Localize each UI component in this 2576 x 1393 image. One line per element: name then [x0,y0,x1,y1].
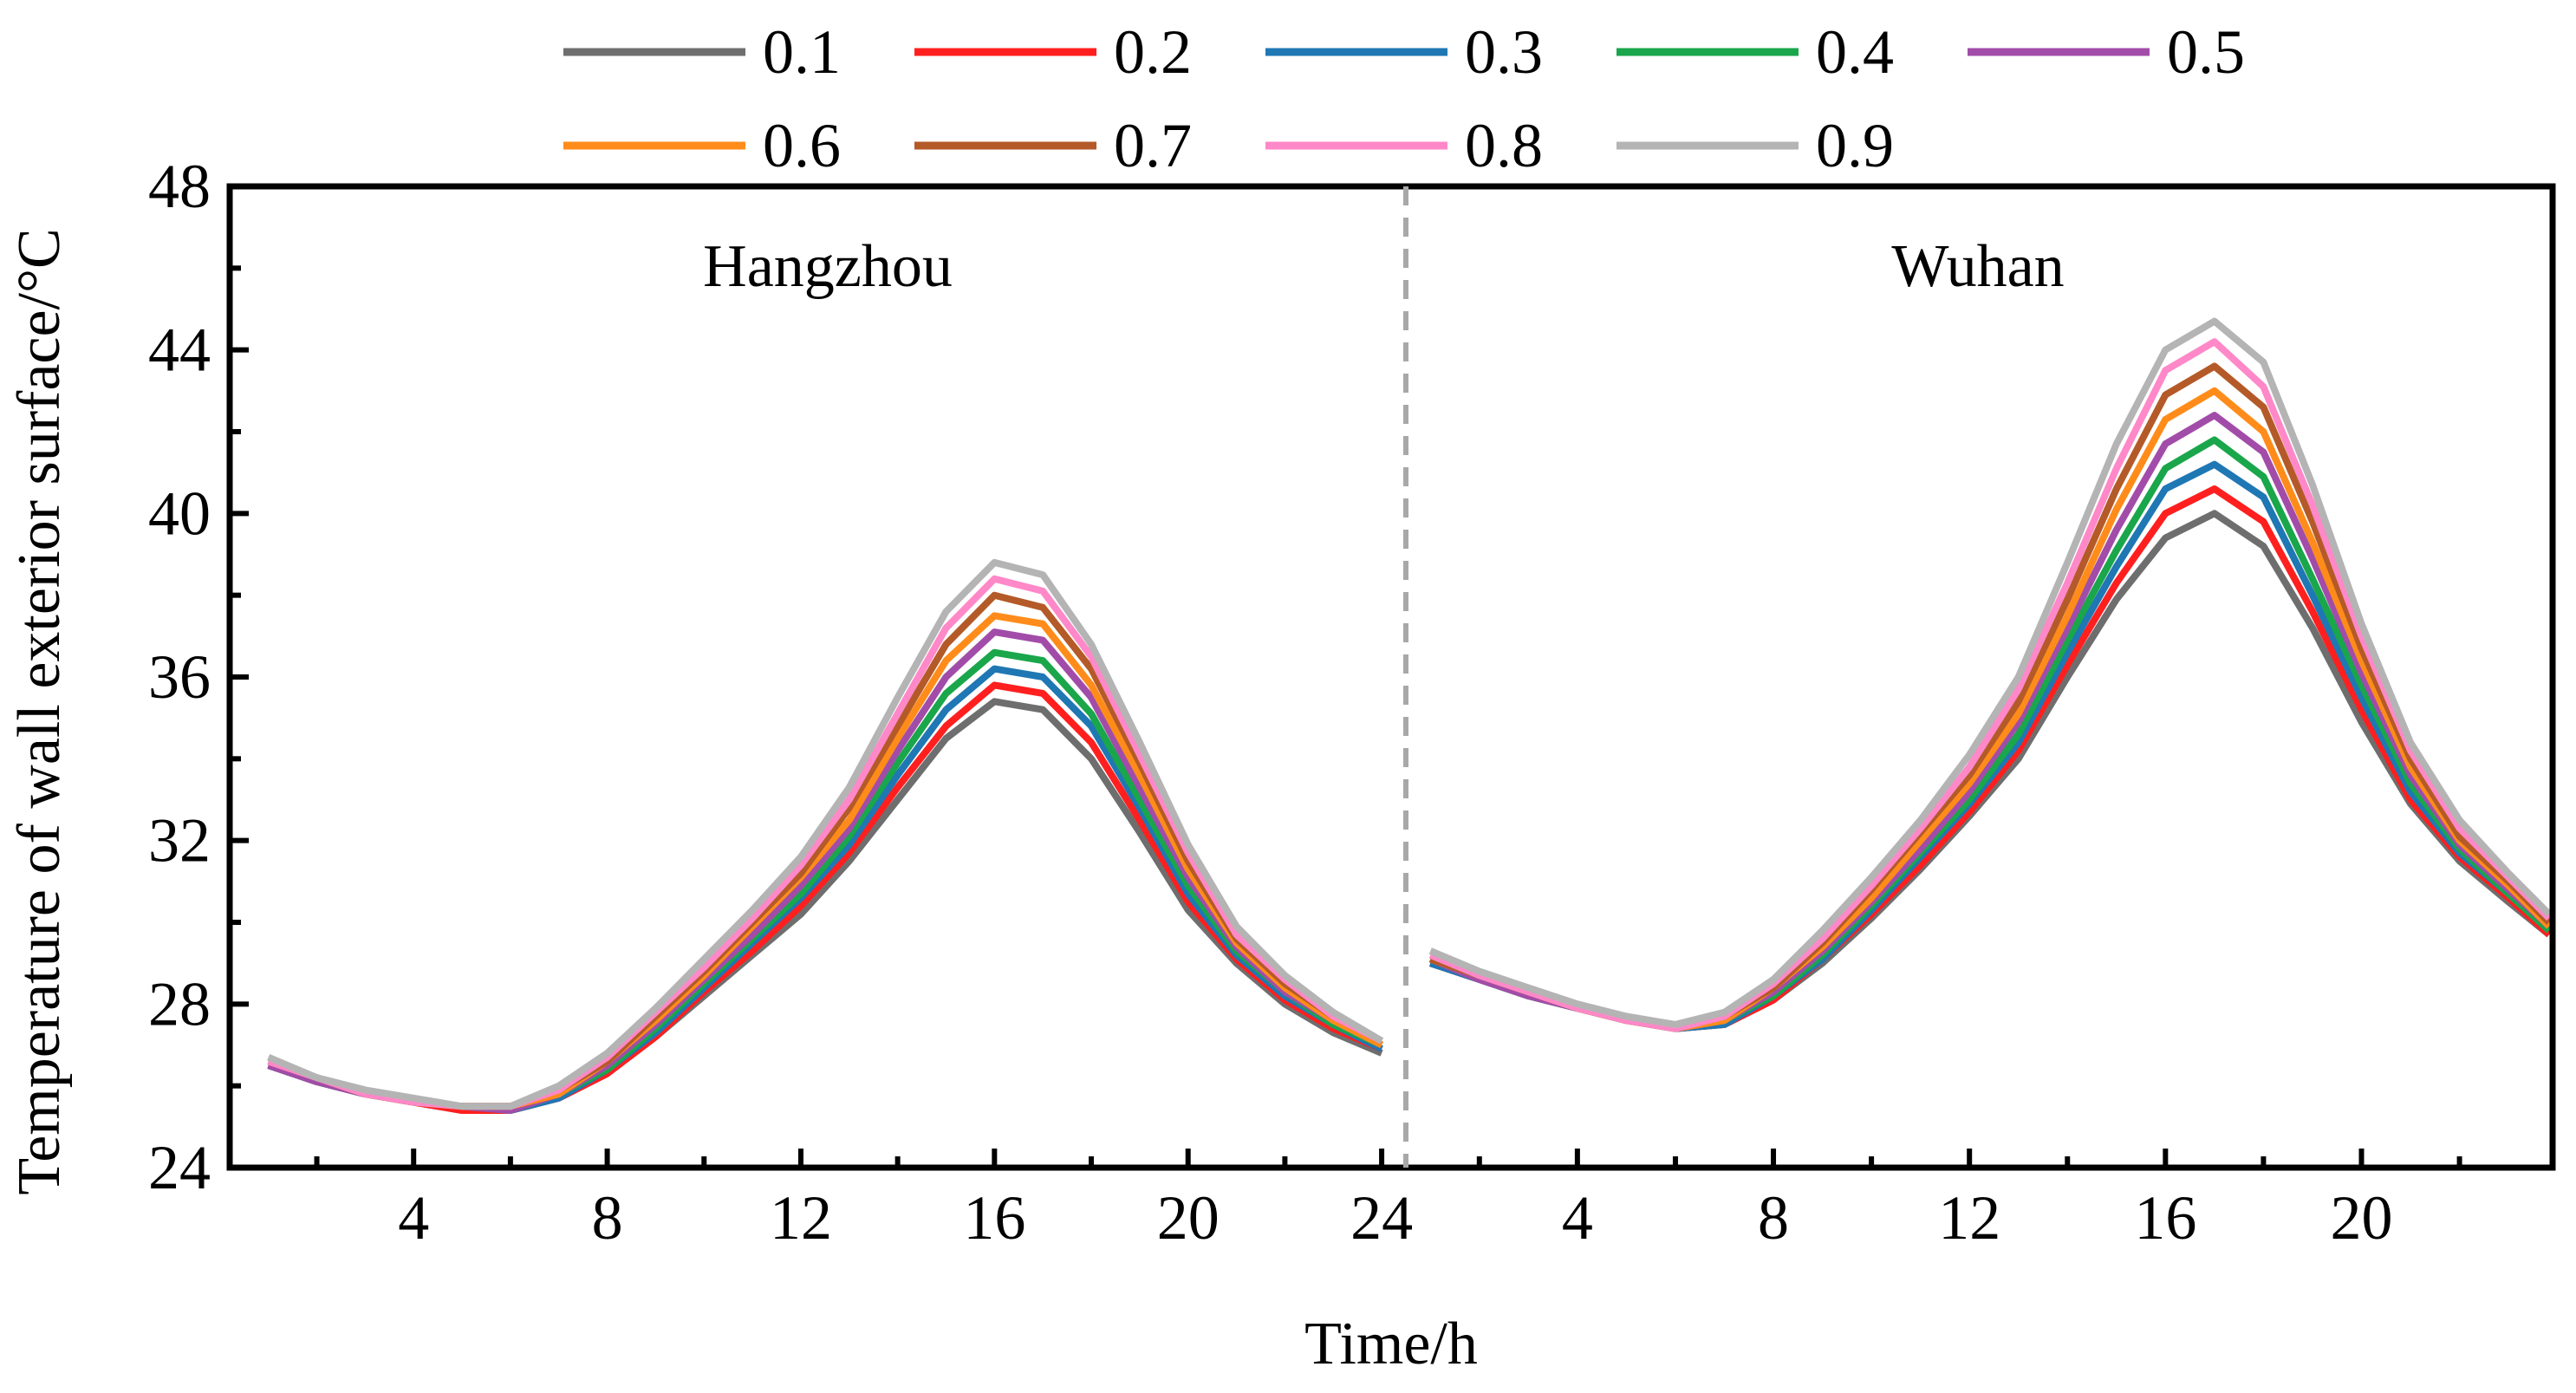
legend-label: 0.2 [1114,17,1192,87]
legend-item-0.2: 0.2 [914,17,1192,87]
y-tick-label: 36 [148,642,211,712]
x-tick-label: 20 [1157,1183,1220,1253]
legend-item-0.5: 0.5 [1968,17,2245,87]
x-tick-label: 8 [592,1183,623,1253]
y-axis-label: Temperature of wall exterior surface/°C [6,228,73,1194]
series-line-0.9 [1428,317,2552,1028]
panel-wuhan [1428,317,2552,1032]
x-tick-label: 20 [2331,1183,2393,1253]
y-tick-label: 48 [148,152,211,221]
x-tick-label: 12 [770,1183,832,1253]
x-tick-label: 16 [963,1183,1025,1253]
legend-item-0.4: 0.4 [1617,17,1894,87]
panel-title-hangzhou: Hangzhou [703,233,953,300]
panel-hangzhou [267,558,1384,1114]
plot-frame [226,183,2556,1171]
legend-item-0.6: 0.6 [563,111,841,180]
legend-label: 0.1 [763,17,841,87]
y-tick-label: 28 [148,969,211,1038]
legend-label: 0.8 [1465,111,1543,180]
legend: 0.1 0.2 0.3 0.4 0.5 0.6 0.7 0.8 0.9 [563,17,2245,180]
panel-title-wuhan: Wuhan [1891,233,2064,300]
series-line-0.6 [1429,387,2552,1032]
series-line-0.9 [267,558,1384,1110]
series-layer [267,317,2552,1114]
legend-item-0.7: 0.7 [914,111,1192,180]
legend-item-0.9: 0.9 [1617,111,1894,180]
x-tick-label: 8 [1758,1183,1789,1253]
x-tick-label: 16 [2134,1183,2196,1253]
legend-label: 0.4 [1816,17,1894,87]
legend-item-0.3: 0.3 [1265,17,1543,87]
legend-item-0.8: 0.8 [1265,111,1543,180]
x-tick-label: 4 [1562,1183,1593,1253]
legend-item-0.1: 0.1 [563,17,841,87]
series-line-0.8 [1428,338,2552,1032]
y-tick-label: 24 [148,1133,211,1202]
legend-label: 0.7 [1114,111,1192,180]
x-tick-label: 24 [1350,1183,1413,1253]
legend-label: 0.6 [763,111,841,180]
legend-label: 0.3 [1465,17,1543,87]
x-tick-label: 4 [398,1183,429,1253]
y-tick-label: 40 [148,478,211,548]
legend-label: 0.5 [2167,17,2245,87]
y-tick-label: 44 [148,316,211,385]
y-tick-label: 32 [148,806,211,876]
x-tick-label: 12 [1938,1183,2000,1253]
legend-label: 0.9 [1816,111,1894,180]
series-line-0.7 [1429,362,2552,1032]
x-axis-label: Time/h [1304,1311,1478,1377]
